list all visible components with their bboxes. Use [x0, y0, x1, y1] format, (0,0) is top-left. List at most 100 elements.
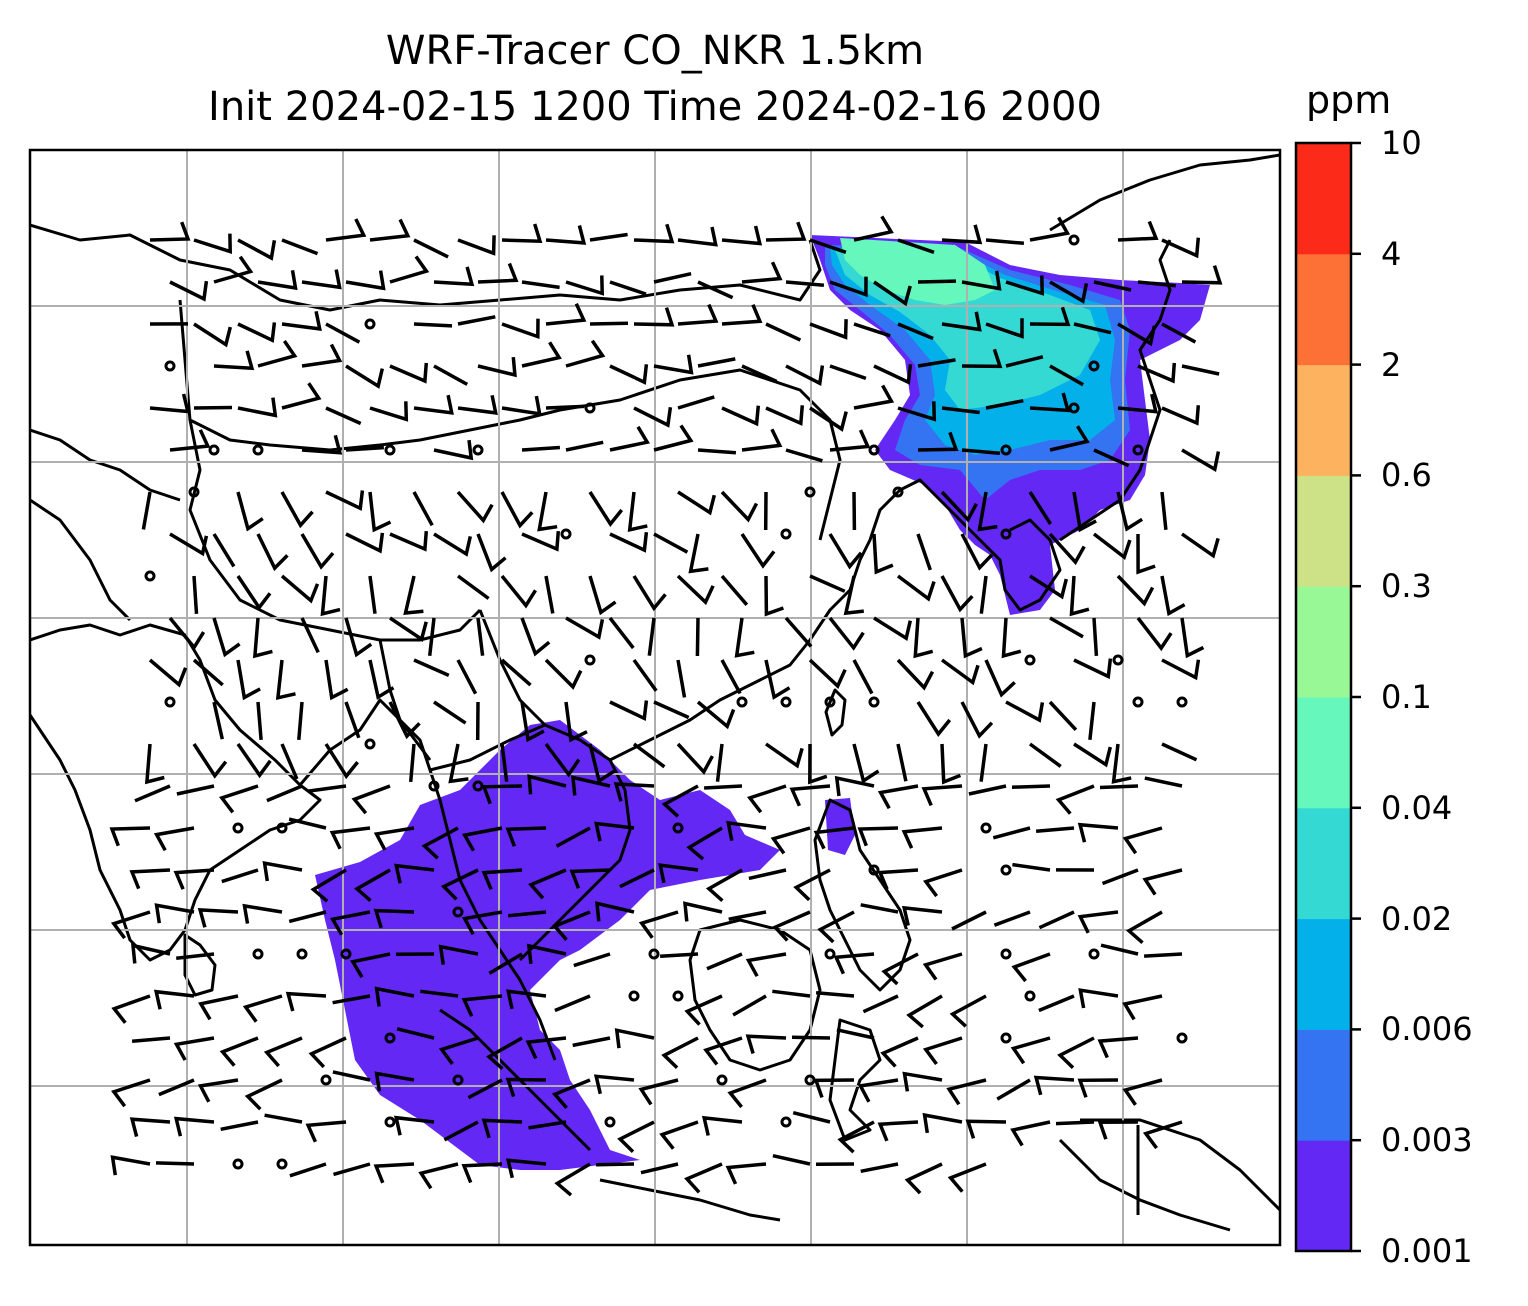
wind-barb: [688, 533, 709, 574]
wind-barb: [765, 322, 802, 342]
calm-wind-marker: [1176, 1032, 1188, 1044]
wind-barb: [288, 817, 327, 830]
wind-barb: [289, 1162, 327, 1178]
calm-wind-marker: [672, 822, 684, 834]
wind-barb: [833, 952, 875, 975]
wind-barb: [461, 1162, 503, 1184]
wind-barb: [941, 311, 982, 332]
wind-barb: [1049, 364, 1084, 387]
wind-barb: [1117, 393, 1159, 414]
calm-wind-marker: [868, 696, 880, 708]
wind-barb: [456, 659, 478, 695]
wind-barb: [961, 348, 1003, 369]
wind-barb: [661, 1036, 699, 1070]
wind-barb: [565, 440, 604, 452]
calm-wind-marker: [364, 738, 376, 750]
wind-barb: [280, 491, 314, 529]
wind-barb: [554, 1162, 591, 1197]
calm-wind-marker: [232, 1158, 244, 1170]
calm-wind-marker: [208, 444, 220, 456]
wind-barb: [1073, 322, 1112, 335]
wind-barb: [505, 1077, 547, 1098]
border-pakistan: [30, 428, 181, 502]
wind-barb: [1117, 322, 1157, 347]
wind-barb: [1033, 1075, 1075, 1096]
wind-barb: [280, 574, 320, 604]
wind-barb: [242, 903, 283, 924]
wind-barb: [860, 1162, 899, 1174]
wind-barb: [608, 616, 635, 650]
plume-ne-green: [840, 238, 995, 305]
calm-wind-marker: [452, 1074, 464, 1086]
wind-barb: [1180, 617, 1205, 659]
wind-barb: [308, 784, 347, 793]
wind-barb: [961, 448, 1001, 455]
wind-barb: [305, 1120, 347, 1143]
wind-barb: [129, 868, 171, 890]
wind-barb: [917, 279, 957, 284]
wind-barb: [564, 701, 588, 743]
wind-barb: [1161, 322, 1197, 344]
wind-barb: [1161, 658, 1201, 681]
wind-barb: [173, 1036, 215, 1061]
wind-barb: [732, 994, 767, 1017]
border-myanmar: [378, 639, 432, 761]
wind-barb: [1029, 306, 1071, 327]
wind-barb: [741, 261, 783, 284]
wind-barb: [500, 743, 509, 782]
wind-barb: [913, 617, 934, 659]
calm-wind-marker: [1088, 948, 1100, 960]
wind-barb: [169, 532, 209, 557]
wind-barb: [565, 339, 606, 368]
wind-barb: [481, 784, 523, 805]
wind-barb: [526, 943, 567, 964]
wind-barb: [176, 952, 215, 960]
wind-barb: [897, 238, 935, 254]
wind-barb: [985, 238, 1025, 246]
wind-barb: [677, 226, 718, 247]
wind-barb: [815, 991, 855, 998]
wind-barb: [280, 743, 299, 780]
wind-barb: [501, 318, 540, 340]
calm-wind-marker: [296, 948, 308, 960]
calm-wind-marker: [276, 1158, 288, 1170]
wind-barb: [388, 701, 421, 740]
wind-barb: [565, 616, 605, 640]
wind-barb: [857, 1078, 899, 1103]
wind-barb: [941, 406, 980, 415]
calm-wind-marker: [892, 486, 904, 498]
wind-barb: [684, 1162, 723, 1194]
wind-barb: [281, 310, 322, 331]
wind-barb: [852, 659, 874, 695]
coastline-india: [30, 623, 322, 962]
wind-barb: [906, 994, 943, 1029]
wind-barb: [703, 1036, 743, 1066]
wind-barb: [1181, 448, 1221, 472]
wind-barb: [413, 394, 454, 415]
wind-barb: [457, 235, 496, 256]
wind-barb: [834, 775, 875, 797]
wind-barb: [220, 1120, 259, 1132]
wind-barb: [873, 616, 913, 641]
wind-barb: [985, 318, 1024, 339]
wind-barb: [992, 826, 1031, 840]
wind-barb: [193, 405, 233, 410]
wind-barb: [741, 364, 778, 384]
wind-barb: [613, 782, 655, 802]
wind-barb: [1136, 533, 1156, 575]
wind-barb: [853, 384, 895, 410]
wind-barb: [192, 575, 199, 615]
calm-wind-marker: [804, 486, 816, 498]
wind-barb: [521, 280, 560, 290]
wind-barb: [593, 1074, 635, 1095]
wind-barb: [325, 218, 367, 242]
wind-barb: [149, 221, 191, 242]
wind-barb: [881, 952, 919, 986]
wind-barb: [433, 439, 474, 461]
wind-barb: [960, 701, 994, 739]
wind-barb: [1072, 491, 1097, 533]
wind-barb: [764, 659, 791, 700]
wind-barb: [325, 322, 361, 344]
wind-barb: [985, 398, 1024, 410]
wind-barb: [785, 364, 825, 386]
